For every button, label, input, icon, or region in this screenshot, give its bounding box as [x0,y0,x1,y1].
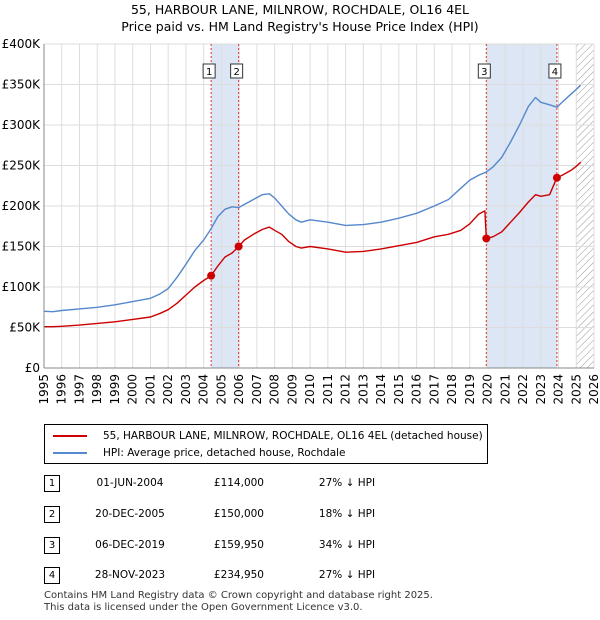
x-tick-label: 2001 [143,374,157,405]
sale-label-box [548,63,562,79]
transaction-number: 2 [44,506,60,523]
y-tick-label: £0 [25,361,40,375]
x-tick-label: 2017 [427,374,441,405]
transaction-number: 4 [44,567,60,584]
transaction-row: 1 01-JUN-2004 £114,000 27% ↓ HPI [44,475,564,493]
price-chart: 1 2 3 4 £0 £50K £100K £150K £200K £250K £300K £350… [2,37,600,405]
sale-point [552,173,561,182]
footer-licence: This data is licensed under the Open Gov… [44,602,363,613]
x-tick-label: 2011 [321,374,335,405]
x-tick-label: 1996 [55,374,69,405]
x-tick-label: 2010 [303,374,317,405]
legend-item-price: 55, HARBOUR LANE, MILNROW, ROCHDALE, OL1… [53,428,483,444]
legend-swatch-price [53,435,87,437]
x-tick-label: 2000 [126,374,140,405]
transaction-hpi-diff: 27% ↓ HPI [318,477,376,489]
x-tick-label: 2008 [268,374,282,405]
transaction-date: 28-NOV-2023 [94,569,166,581]
legend-label-hpi: HPI: Average price, detached house, Roch… [103,447,346,459]
legend-item-hpi: HPI: Average price, detached house, Roch… [53,445,346,461]
sale-label-box [202,63,216,79]
sale-label: 2 [233,67,239,78]
x-tick-label: 2005 [214,374,228,405]
chart-title-address: 55, HARBOUR LANE, MILNROW, ROCHDALE, OL1… [130,2,470,17]
transaction-date: 20-DEC-2005 [95,508,165,520]
transaction-hpi-diff: 34% ↓ HPI [318,539,376,551]
x-tick-label: 2025 [569,374,583,405]
x-tick-label: 2019 [463,374,477,405]
transaction-number: 3 [44,537,60,554]
sale-label: 3 [481,67,487,78]
transaction-date: 01-JUN-2004 [96,477,164,489]
y-tick-label: £200K [2,199,42,213]
x-tick-label: 2018 [445,374,459,405]
chart-subtitle: Price paid vs. HM Land Registry's House … [121,19,479,34]
chart-legend: 55, HARBOUR LANE, MILNROW, ROCHDALE, OL1… [44,424,488,464]
transaction-hpi-diff: 27% ↓ HPI [318,569,376,581]
y-tick-label: £300K [2,118,42,132]
x-tick-label: 2004 [197,374,211,405]
transaction-price: £114,000 [213,477,264,489]
y-tick-label: £350K [2,78,42,92]
transaction-date: 06-DEC-2019 [95,539,165,551]
y-tick-label: £400K [2,37,42,51]
x-tick-label: 1997 [72,374,86,405]
sale-label-box [477,63,491,79]
x-tick-label: 2020 [481,374,495,405]
x-tick-label: 2023 [534,374,548,405]
x-tick-label: 2016 [410,374,424,405]
transaction-row: 3 06-DEC-2019 £159,950 34% ↓ HPI [44,537,564,555]
sale-point [482,234,491,243]
transaction-price: £234,950 [213,569,264,581]
x-tick-label: 2021 [498,374,512,405]
y-tick-label: £250K [2,159,42,173]
x-tick-label: 2013 [356,374,370,405]
x-tick-label: 2012 [339,374,353,405]
sale-point [234,242,243,251]
x-tick-label: 2015 [392,374,406,405]
x-tick-label: 2022 [516,374,530,405]
x-tick-label: 2002 [161,374,175,405]
hpi-line [44,84,582,313]
y-tick-label: £100K [2,280,42,294]
x-tick-label: 2006 [232,374,246,405]
x-tick-label: 2009 [285,374,299,405]
sale-label-box [230,63,244,79]
x-tick-label: 1999 [108,374,122,405]
transaction-price: £159,950 [213,539,264,551]
x-tick-label: 2003 [179,374,193,405]
y-tick-label: £50K [9,321,41,335]
x-tick-label: 2024 [552,374,566,405]
sale-label: 1 [206,67,212,78]
y-tick-label: £150K [2,240,42,254]
sale-label: 4 [552,67,558,78]
transaction-hpi-diff: 18% ↓ HPI [318,508,376,520]
transaction-number: 1 [44,475,60,492]
legend-label-price: 55, HARBOUR LANE, MILNROW, ROCHDALE, OL1… [103,430,483,442]
price-paid-line [44,161,582,328]
legend-swatch-hpi [53,452,87,454]
transaction-row: 2 20-DEC-2005 £150,000 18% ↓ HPI [44,506,564,524]
footer-copyright: Contains HM Land Registry data © Crown c… [44,590,433,601]
transaction-row: 4 28-NOV-2023 £234,950 27% ↓ HPI [44,567,564,585]
sale-point [207,271,216,280]
x-tick-label: 2026 [587,374,600,405]
x-tick-label: 2007 [250,374,264,405]
x-tick-label: 2014 [374,374,388,405]
transaction-price: £150,000 [213,508,264,520]
x-tick-label: 1995 [37,374,51,405]
x-tick-label: 1998 [90,374,104,405]
